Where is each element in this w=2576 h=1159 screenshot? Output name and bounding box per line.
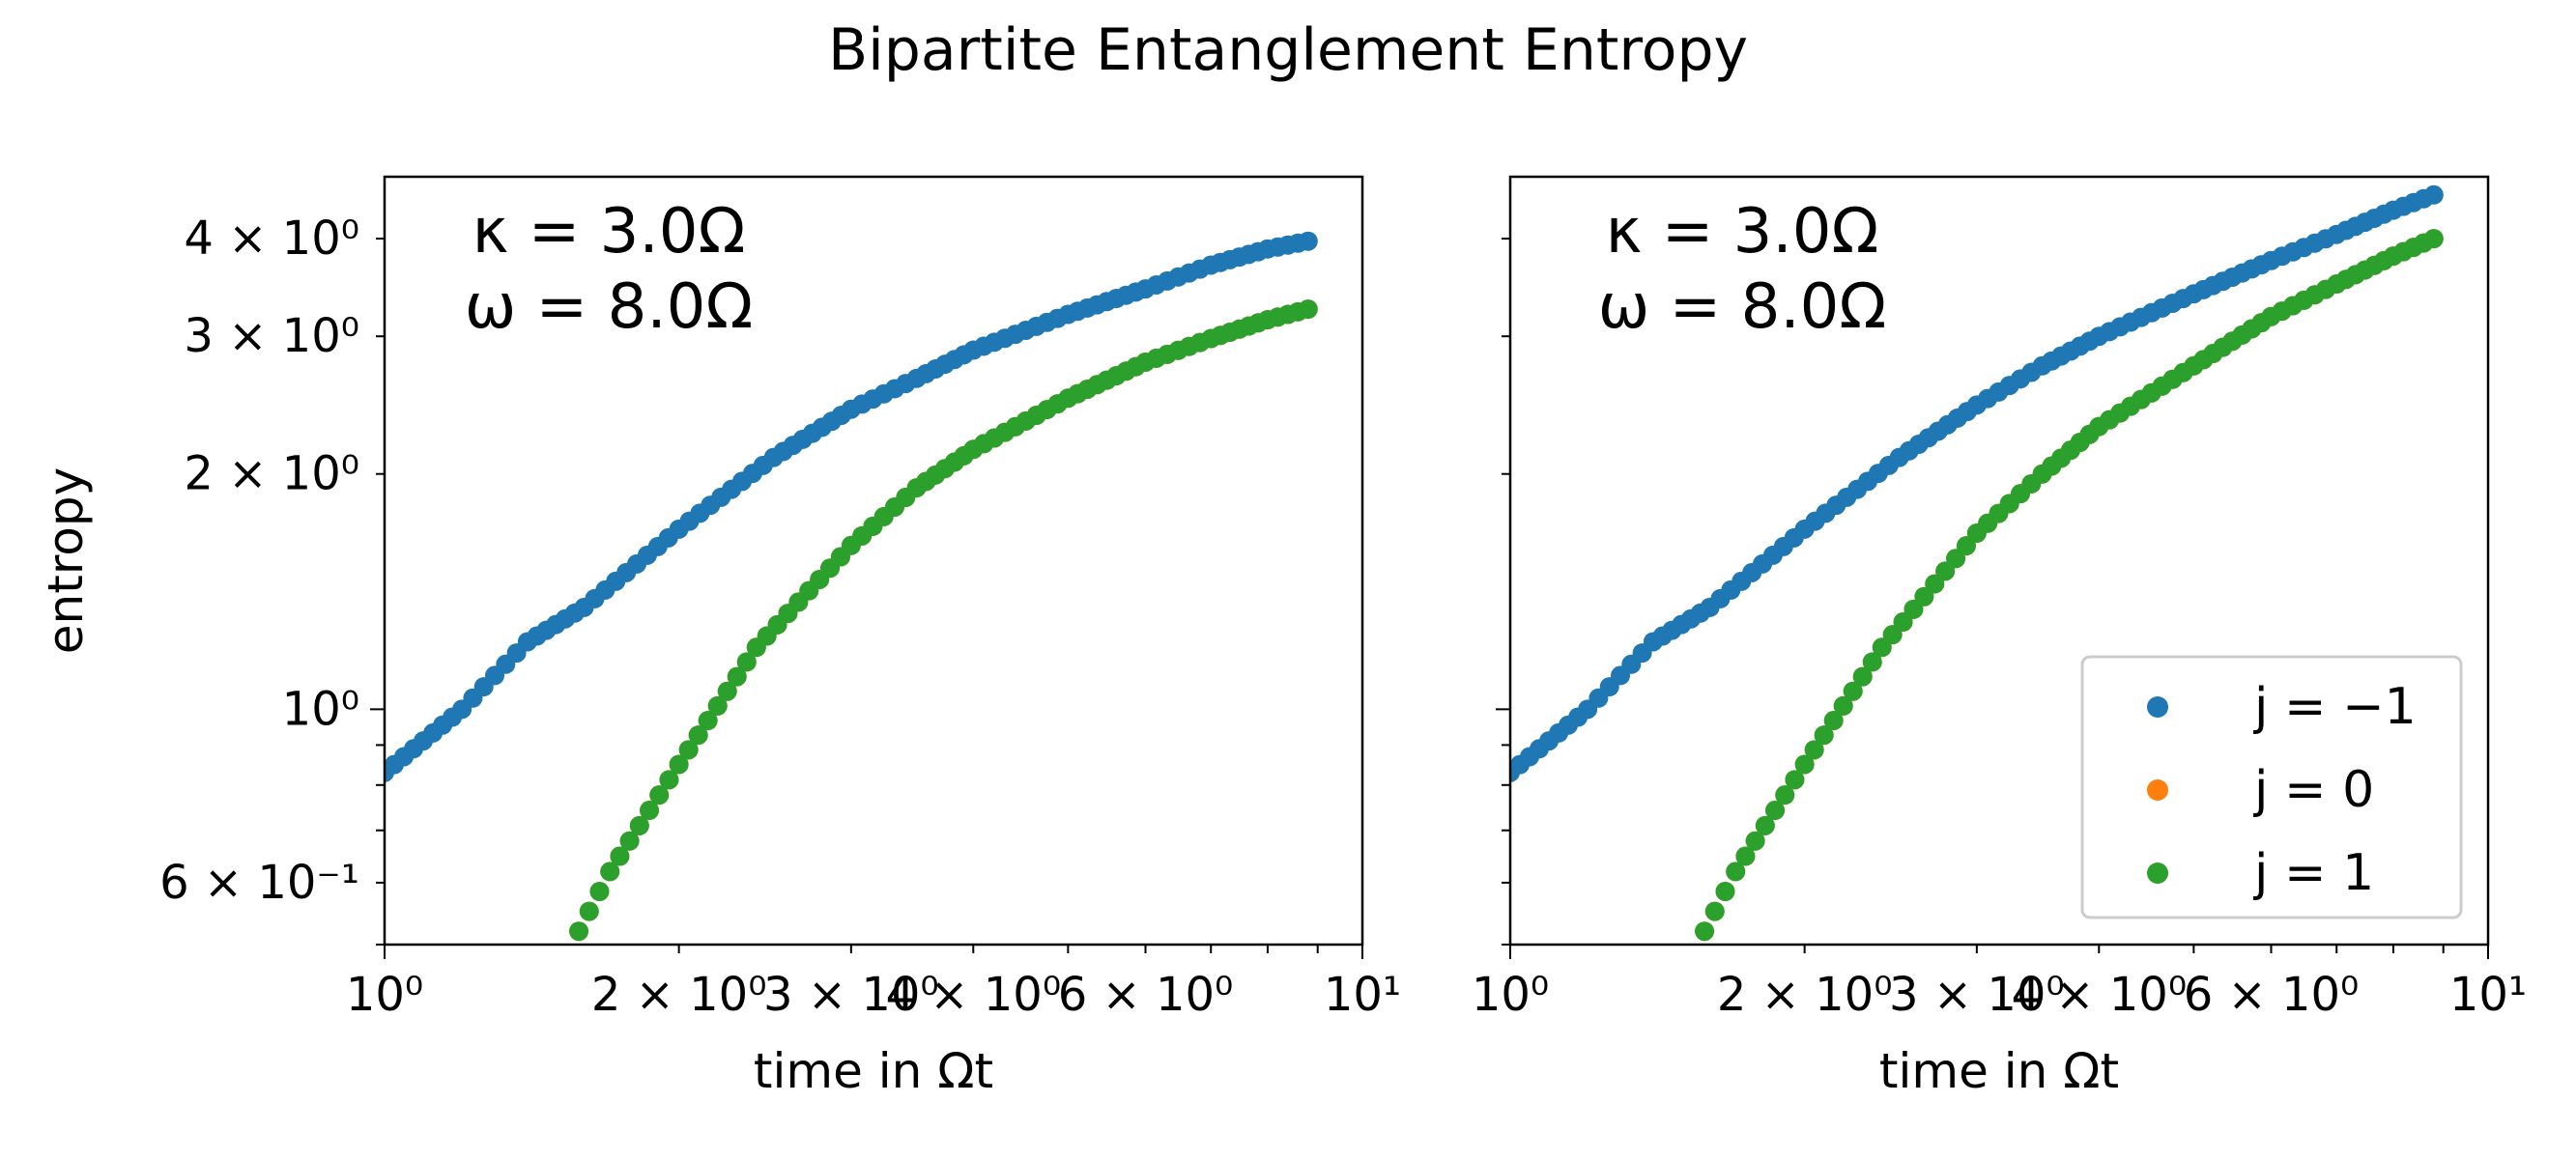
data-point xyxy=(1843,681,1863,701)
data-point xyxy=(640,801,660,821)
data-point xyxy=(1785,770,1805,790)
data-point xyxy=(659,770,679,790)
legend-marker xyxy=(2147,862,2168,884)
x-tick-label: 6 × 10⁰ xyxy=(1058,968,1234,1022)
x-tick-label: 4 × 10⁰ xyxy=(2011,968,2187,1022)
y-axis-label: entropy xyxy=(38,467,94,654)
x-tick-label: 6 × 10⁰ xyxy=(2184,968,2360,1022)
plot-area xyxy=(1510,184,2444,942)
x-tick-label: 3 × 10⁰ xyxy=(1889,968,2065,1022)
data-point xyxy=(1862,652,1882,672)
data-point xyxy=(1735,846,1756,866)
data-point xyxy=(1882,625,1903,645)
data-point xyxy=(1925,574,1945,594)
legend-box xyxy=(2080,655,2463,919)
data-point xyxy=(1903,599,1924,619)
data-point xyxy=(2423,229,2444,249)
x-tick-label: 10¹ xyxy=(2449,968,2527,1022)
parameter-annotation: κ = 3.0Ω xyxy=(472,196,746,268)
data-point xyxy=(1298,231,1318,251)
data-point xyxy=(1794,754,1815,775)
x-tick-label: 10⁰ xyxy=(346,968,423,1022)
data-point xyxy=(1704,901,1725,921)
data-point xyxy=(727,666,747,687)
x-tick-label: 3 × 10⁰ xyxy=(763,968,939,1022)
data-point xyxy=(1935,561,1956,581)
data-point xyxy=(619,831,640,851)
data-point xyxy=(1852,666,1873,687)
data-point xyxy=(698,711,718,731)
data-point xyxy=(1914,586,1934,607)
data-point xyxy=(1823,711,1844,731)
legend: j = −1 j = 0 j = 1 xyxy=(2080,655,2463,919)
data-point xyxy=(1695,921,1715,942)
data-point xyxy=(1726,862,1746,882)
x-tick-label: 4 × 10⁰ xyxy=(885,968,1061,1022)
legend-marker xyxy=(2147,696,2168,718)
data-point xyxy=(1956,536,1976,556)
series-1 xyxy=(385,231,1318,782)
x-axis-label: time in Ωt xyxy=(1879,1043,2119,1099)
data-point xyxy=(569,921,589,942)
data-point xyxy=(1804,740,1824,760)
y-tick-label: 3 × 10⁰ xyxy=(184,309,359,363)
data-point xyxy=(600,862,620,882)
data-point xyxy=(669,754,689,775)
data-point xyxy=(1893,611,1913,632)
x-tick-label: 2 × 10⁰ xyxy=(591,968,767,1022)
data-point xyxy=(579,901,599,921)
data-point xyxy=(1872,637,1892,658)
legend-label: j = −1 xyxy=(2253,678,2417,736)
data-point xyxy=(688,725,708,746)
data-point xyxy=(1814,725,1834,746)
series-3 xyxy=(1695,229,2444,942)
x-tick-label: 10⁰ xyxy=(1472,968,1549,1022)
data-point xyxy=(707,695,728,716)
figure-title: Bipartite Entanglement Entropy xyxy=(828,16,1748,84)
y-tick-label: 2 × 10⁰ xyxy=(184,447,359,501)
data-point xyxy=(649,785,670,806)
plot-area xyxy=(385,231,1318,942)
data-point xyxy=(736,652,757,672)
data-point xyxy=(610,846,630,866)
y-tick-label: 10⁰ xyxy=(282,682,359,736)
x-axis-label: time in Ωt xyxy=(754,1043,993,1099)
data-point xyxy=(1298,299,1318,320)
data-point xyxy=(629,815,649,835)
data-point xyxy=(1755,815,1775,835)
parameter-annotation: ω = 8.0Ω xyxy=(1598,271,1887,343)
legend-marker xyxy=(2147,779,2168,801)
data-point xyxy=(1715,881,1735,901)
plot-frame xyxy=(383,175,1364,947)
data-point xyxy=(2423,184,2444,205)
series-1 xyxy=(1510,184,2444,782)
data-point xyxy=(1775,785,1795,806)
y-tick-label: 6 × 10⁻¹ xyxy=(159,856,359,910)
data-point xyxy=(1745,831,1765,851)
legend-label: j = 0 xyxy=(2253,761,2374,819)
series-3 xyxy=(569,299,1318,942)
data-point xyxy=(717,681,737,701)
data-point xyxy=(678,740,699,760)
data-point xyxy=(1946,549,1966,569)
plot-frame xyxy=(1508,175,2490,947)
data-point xyxy=(1833,695,1853,716)
parameter-annotation: κ = 3.0Ω xyxy=(1606,196,1879,268)
legend-label: j = 1 xyxy=(2253,844,2374,902)
x-tick-label: 2 × 10⁰ xyxy=(1717,968,1893,1022)
data-point xyxy=(1765,801,1786,821)
parameter-annotation: ω = 8.0Ω xyxy=(465,271,754,343)
data-point xyxy=(589,881,610,901)
x-tick-label: 10¹ xyxy=(1324,968,1401,1022)
y-tick-label: 4 × 10⁰ xyxy=(184,212,359,266)
